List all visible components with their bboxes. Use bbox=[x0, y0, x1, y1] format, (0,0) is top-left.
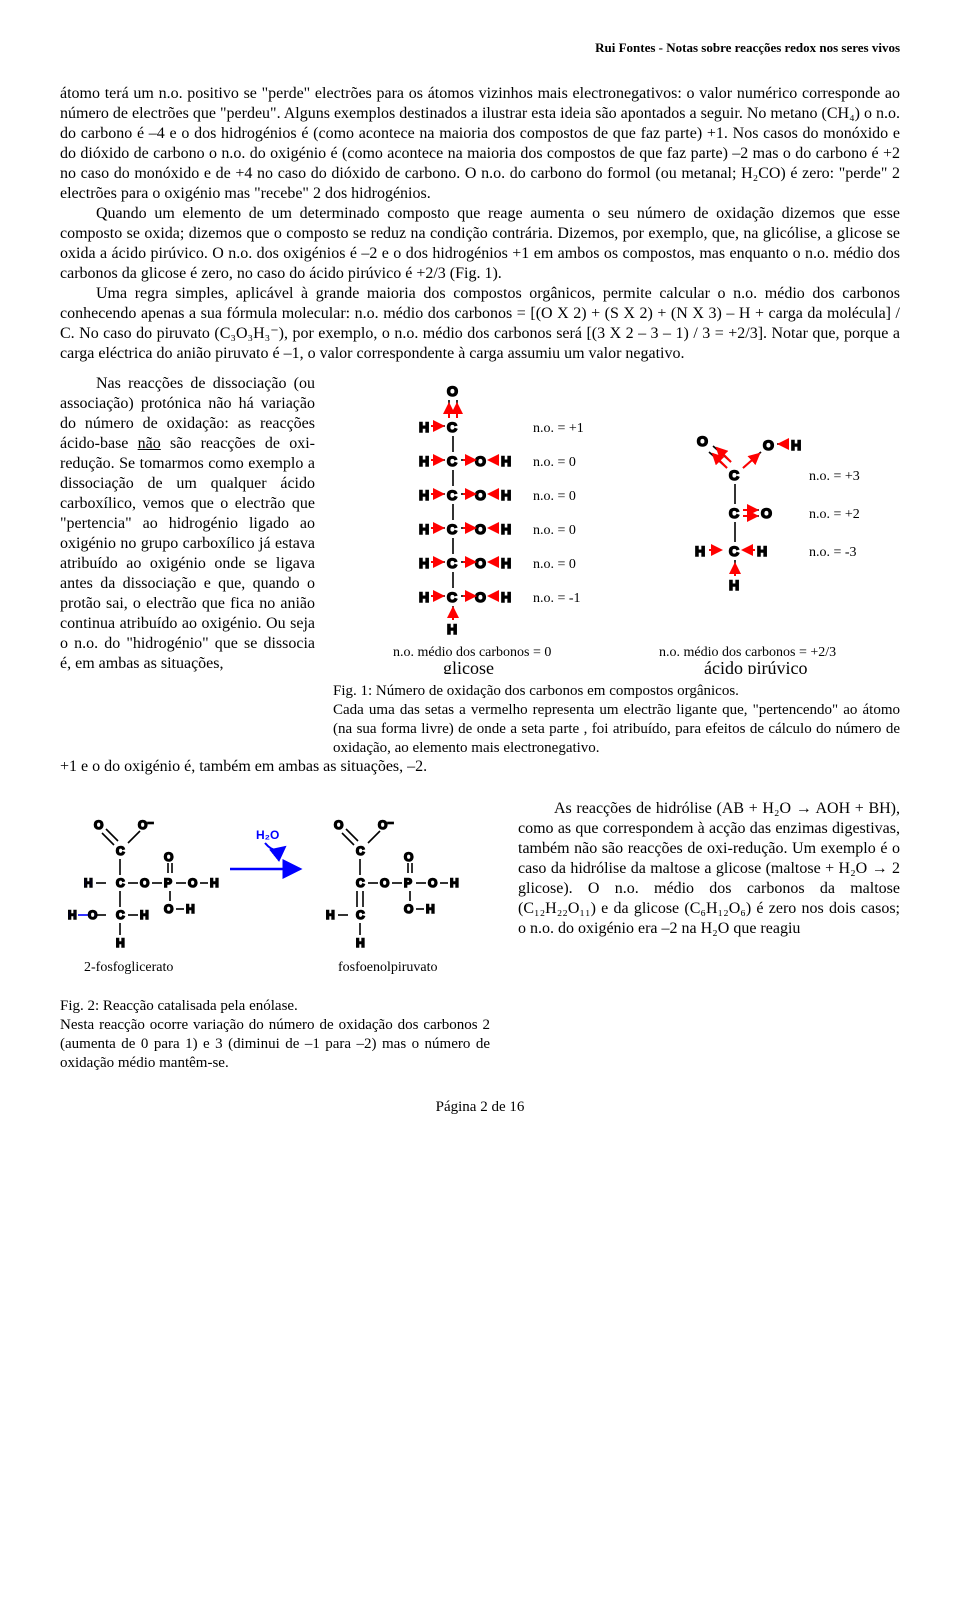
figure-1-caption: Fig. 1: Número de oxidação dos carbonos … bbox=[333, 682, 900, 757]
svg-text:H: H bbox=[501, 453, 511, 469]
svg-text:H: H bbox=[450, 876, 459, 890]
svg-text:O: O bbox=[475, 521, 486, 537]
svg-text:O: O bbox=[404, 902, 413, 916]
svg-text:O: O bbox=[761, 505, 772, 521]
svg-text:H: H bbox=[419, 521, 429, 537]
figure-1-piruvico: O C O H C O C H H H bbox=[639, 374, 899, 674]
paragraph-3: Uma regra simples, aplicável à grande ma… bbox=[60, 284, 900, 364]
svg-text:H: H bbox=[210, 876, 219, 890]
svg-text:O: O bbox=[475, 487, 486, 503]
svg-text:C: C bbox=[447, 555, 457, 571]
svg-text:O: O bbox=[164, 902, 173, 916]
svg-text:H: H bbox=[501, 521, 511, 537]
svg-text:O: O bbox=[475, 555, 486, 571]
figure-2-reaction: OO⁻ C C H O P O OH OH C HO H H 2-fosfogl… bbox=[60, 799, 490, 989]
svg-text:H: H bbox=[419, 555, 429, 571]
svg-text:C: C bbox=[447, 589, 457, 605]
svg-text:O: O bbox=[334, 818, 343, 832]
svg-text:O: O bbox=[164, 850, 173, 864]
svg-text:n.o. = 0: n.o. = 0 bbox=[533, 557, 576, 572]
svg-text:C: C bbox=[356, 908, 365, 922]
svg-text:H: H bbox=[695, 543, 705, 559]
svg-text:O: O bbox=[94, 818, 103, 832]
svg-text:n.o. = +2: n.o. = +2 bbox=[809, 507, 860, 522]
page-footer: Página 2 de 16 bbox=[60, 1098, 900, 1117]
svg-text:C: C bbox=[116, 876, 125, 890]
svg-text:H: H bbox=[501, 555, 511, 571]
svg-text:H: H bbox=[68, 908, 77, 922]
svg-text:C: C bbox=[116, 844, 125, 858]
fig2-caption-body: Nesta reacção ocorre variação do número … bbox=[60, 1017, 490, 1071]
svg-text:O: O bbox=[188, 876, 197, 890]
svg-text:C: C bbox=[447, 419, 457, 435]
svg-text:C: C bbox=[729, 543, 739, 559]
svg-text:H: H bbox=[729, 577, 739, 593]
svg-text:H: H bbox=[419, 453, 429, 469]
svg-text:C: C bbox=[729, 467, 739, 483]
svg-text:P: P bbox=[164, 876, 172, 890]
figure-2-caption: Fig. 2: Reacção catalisada pela enólase.… bbox=[60, 997, 490, 1072]
svg-text:O: O bbox=[428, 876, 437, 890]
svg-text:H: H bbox=[356, 936, 365, 950]
svg-text:H: H bbox=[419, 589, 429, 605]
figure-2-section: OO⁻ C C H O P O OH OH C HO H H 2-fosfogl… bbox=[60, 799, 900, 1072]
svg-text:C: C bbox=[447, 453, 457, 469]
fig1-caption-title: Fig. 1: Número de oxidação dos carbonos … bbox=[333, 683, 739, 699]
svg-text:H: H bbox=[84, 876, 93, 890]
svg-text:H: H bbox=[501, 589, 511, 605]
svg-text:H: H bbox=[426, 902, 435, 916]
page-header: Rui Fontes - Notas sobre reacções redox … bbox=[60, 40, 900, 56]
svg-text:C: C bbox=[356, 876, 365, 890]
svg-text:O: O bbox=[140, 876, 149, 890]
svg-text:n.o. = +3: n.o. = +3 bbox=[809, 469, 860, 484]
svg-text:n.o. = -1: n.o. = -1 bbox=[533, 591, 581, 606]
svg-text:H: H bbox=[140, 908, 149, 922]
figure-1-section: Nas reacções de dissociação (ou associaç… bbox=[60, 374, 900, 757]
svg-text:H: H bbox=[186, 902, 195, 916]
svg-text:O: O bbox=[447, 383, 458, 399]
svg-text:2-fosfoglicerato: 2-fosfoglicerato bbox=[84, 960, 173, 975]
svg-text:O: O bbox=[697, 433, 708, 449]
svg-text:n.o. = -3: n.o. = -3 bbox=[809, 545, 857, 560]
paragraph-4-continuation: +1 e o do oxigénio é, também em ambas as… bbox=[60, 757, 900, 777]
svg-text:O: O bbox=[404, 850, 413, 864]
figure-1-glicose: O C H C H OH C H OH C H bbox=[333, 374, 633, 674]
svg-text:C: C bbox=[356, 844, 365, 858]
svg-text:H: H bbox=[447, 621, 457, 637]
svg-text:H: H bbox=[419, 419, 429, 435]
paragraph-1: átomo terá um n.o. positivo se "perde" e… bbox=[60, 84, 900, 204]
svg-text:H: H bbox=[791, 437, 801, 453]
svg-text:H₂O: H₂O bbox=[256, 828, 279, 842]
svg-text:O: O bbox=[763, 437, 774, 453]
svg-text:O⁻: O⁻ bbox=[378, 818, 394, 832]
svg-text:n.o. = 0: n.o. = 0 bbox=[533, 489, 576, 504]
fig1-caption-body: Cada uma das setas a vermelho representa… bbox=[333, 702, 900, 756]
svg-text:O: O bbox=[88, 908, 97, 922]
svg-text:O: O bbox=[380, 876, 389, 890]
svg-text:O: O bbox=[475, 453, 486, 469]
svg-text:C: C bbox=[447, 521, 457, 537]
svg-text:n.o. = 0: n.o. = 0 bbox=[533, 523, 576, 538]
svg-text:H: H bbox=[419, 487, 429, 503]
svg-text:H: H bbox=[326, 908, 335, 922]
svg-text:H: H bbox=[116, 936, 125, 950]
svg-text:H: H bbox=[757, 543, 767, 559]
svg-text:ácido pirúvico: ácido pirúvico bbox=[704, 658, 807, 674]
svg-text:n.o. = +1: n.o. = +1 bbox=[533, 421, 584, 436]
svg-text:glicose: glicose bbox=[443, 658, 494, 674]
svg-text:O: O bbox=[475, 589, 486, 605]
svg-text:C: C bbox=[447, 487, 457, 503]
svg-text:O⁻: O⁻ bbox=[138, 818, 154, 832]
paragraph-4-left: Nas reacções de dissociação (ou associaç… bbox=[60, 374, 315, 674]
svg-text:P: P bbox=[404, 876, 412, 890]
svg-text:fosfoenolpiruvato: fosfoenolpiruvato bbox=[338, 960, 438, 975]
paragraph-5: As reacções de hidrólise (AB + H₂O → AOH… bbox=[518, 799, 900, 939]
paragraph-2: Quando um elemento de um determinado com… bbox=[60, 204, 900, 284]
fig2-caption-title: Fig. 2: Reacção catalisada pela enólase. bbox=[60, 998, 298, 1014]
svg-text:n.o. = 0: n.o. = 0 bbox=[533, 455, 576, 470]
svg-text:H: H bbox=[501, 487, 511, 503]
svg-text:C: C bbox=[116, 908, 125, 922]
svg-text:C: C bbox=[729, 505, 739, 521]
